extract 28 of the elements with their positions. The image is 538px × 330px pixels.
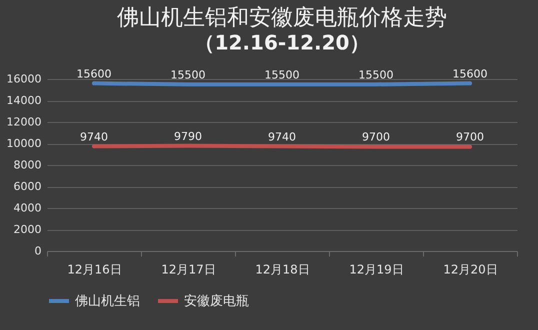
y-tick-label: 2000 xyxy=(14,223,42,236)
data-label: 15500 xyxy=(170,68,206,82)
x-tick-label: 12月17日 xyxy=(161,262,216,276)
data-label: 15500 xyxy=(264,68,300,82)
x-tick-label: 12月20日 xyxy=(443,262,498,276)
x-tick-label: 12月19日 xyxy=(349,262,404,276)
y-tick-label: 4000 xyxy=(14,202,42,214)
legend-label: 佛山机生铝 xyxy=(75,294,140,309)
y-tick-label: 0 xyxy=(34,244,42,258)
x-tick-label: 12月16日 xyxy=(67,262,122,276)
chart-subtitle: （12.16-12.20） xyxy=(194,30,370,54)
data-label: 15600 xyxy=(452,67,488,80)
data-label: 9700 xyxy=(456,130,484,144)
data-label: 9790 xyxy=(174,130,202,143)
data-label: 9740 xyxy=(80,130,108,144)
data-label: 9740 xyxy=(268,130,296,144)
y-tick-label: 8000 xyxy=(14,158,42,172)
y-tick-label: 12000 xyxy=(6,116,42,128)
legend-label: 安徽废电瓶 xyxy=(184,293,249,309)
y-tick-label: 10000 xyxy=(6,137,42,150)
y-tick-label: 6000 xyxy=(14,180,42,193)
chart-title: 佛山机生铝和安徽废电瓶价格走势 xyxy=(117,5,447,30)
x-tick-label: 12月18日 xyxy=(255,262,310,276)
y-tick-label: 16000 xyxy=(6,72,42,86)
data-label: 15600 xyxy=(76,67,112,80)
data-label: 9700 xyxy=(362,130,390,144)
y-tick-label: 14000 xyxy=(6,94,42,107)
data-label: 15500 xyxy=(358,68,394,82)
